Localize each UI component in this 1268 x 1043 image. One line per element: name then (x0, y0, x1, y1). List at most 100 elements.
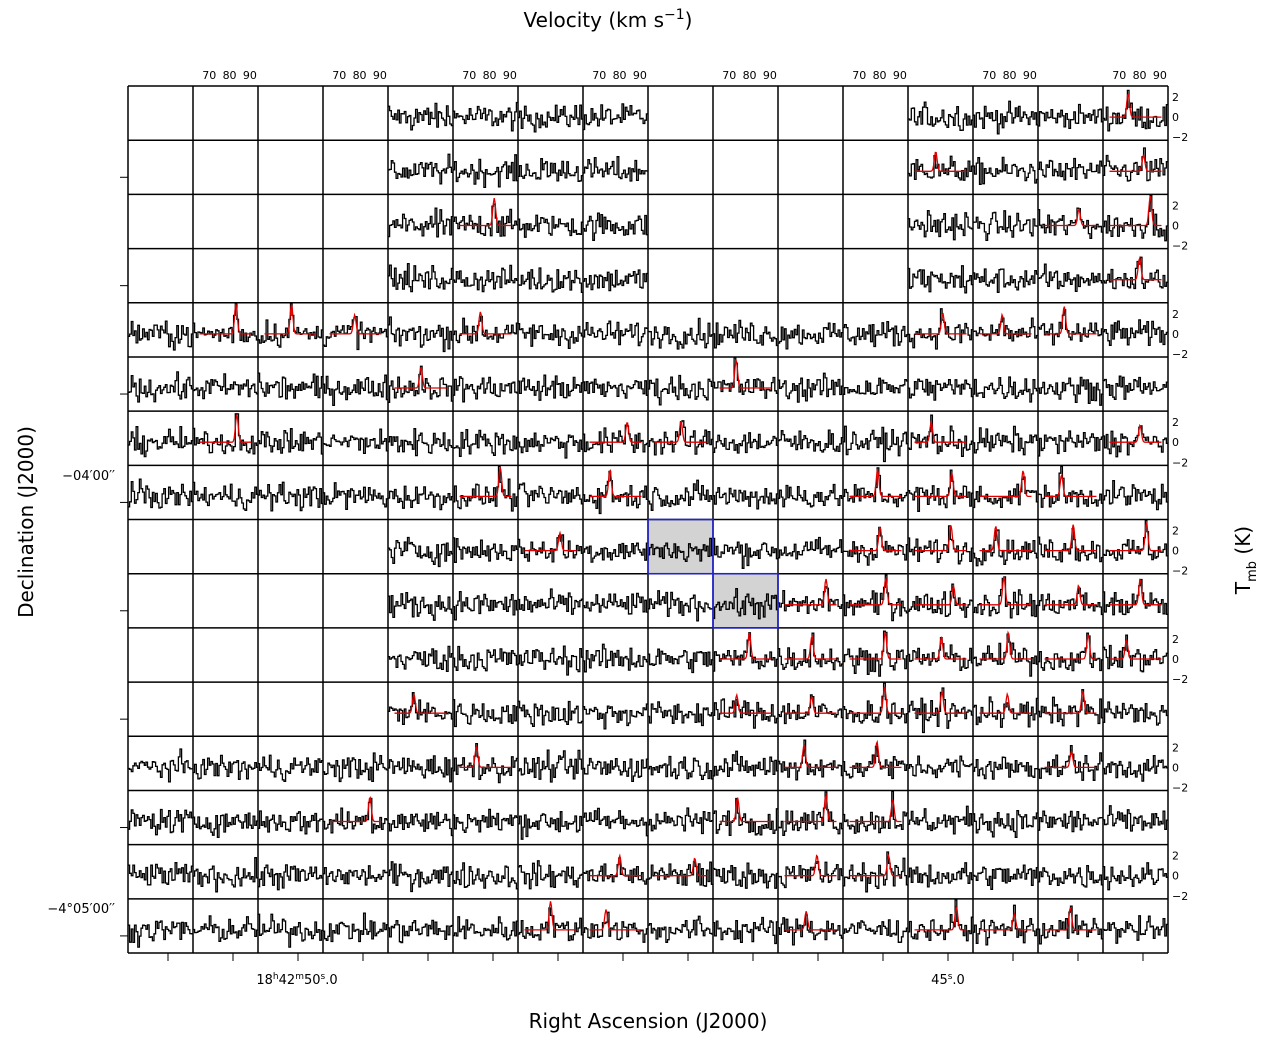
spectrum (583, 757, 648, 783)
spectrum (778, 586, 843, 615)
spectrum (1103, 915, 1168, 944)
fit-line (1109, 639, 1162, 660)
spectrum (583, 470, 648, 515)
spectrum (1038, 745, 1103, 781)
fit-line (914, 151, 967, 172)
fit-line (329, 312, 382, 335)
velocity-tick-label: 80 (353, 69, 367, 82)
spectrum (973, 476, 1038, 509)
spectrum (973, 100, 1038, 135)
spectrum (973, 529, 1038, 567)
fit-line (719, 692, 772, 714)
spectrum (258, 428, 323, 455)
spectrum (713, 698, 778, 729)
spectrum (648, 701, 713, 727)
spectrum (713, 632, 778, 672)
spectrum (1103, 634, 1168, 673)
spectrum (778, 322, 843, 350)
spectrum (193, 754, 258, 781)
spectrum (1103, 519, 1168, 561)
spectrum (323, 482, 388, 510)
spectrum (1103, 754, 1168, 782)
spectrum (193, 857, 258, 893)
spectrum (583, 103, 648, 131)
spectrum (908, 414, 973, 457)
spectrum (843, 682, 908, 725)
spectrum (973, 376, 1038, 403)
spectrum (843, 320, 908, 348)
spectrum (843, 526, 908, 566)
spectrum (908, 209, 973, 241)
fit-line (784, 578, 837, 606)
spectrum (128, 862, 193, 886)
fit-line (1109, 195, 1162, 227)
tmb-tick-label: 0 (1172, 436, 1179, 449)
spectrum (843, 919, 908, 943)
spectrum (518, 907, 583, 942)
right-axis-label: Tmb (K) (1231, 526, 1260, 595)
spectrum (258, 754, 323, 782)
fit-line (524, 530, 577, 552)
fit-line (1044, 584, 1097, 606)
tmb-tick-label: −2 (1172, 781, 1188, 794)
spectrum (778, 483, 843, 508)
spectrum (1103, 805, 1168, 832)
fit-line (849, 799, 902, 823)
fit-line (784, 911, 837, 931)
spectrum (1103, 862, 1168, 891)
spectrum (843, 851, 908, 893)
fit-line (394, 692, 447, 714)
fit-line (979, 312, 1032, 335)
fit-line (1044, 472, 1097, 498)
fit-line (589, 469, 642, 498)
spectrum (648, 861, 713, 887)
spectrum (648, 317, 713, 350)
left-axis-label: Declination (J2000) (14, 426, 38, 618)
tmb-tick-label: 2 (1172, 416, 1179, 429)
spectrum (453, 264, 518, 293)
tmb-tick-label: −2 (1172, 673, 1188, 686)
velocity-tick-label: 90 (503, 69, 517, 82)
spectrum (518, 322, 583, 350)
fit-line (394, 366, 447, 389)
spectrum (388, 692, 453, 725)
spectrum (193, 413, 258, 455)
spectrum (583, 542, 648, 563)
fit-line (1044, 749, 1097, 769)
spectrum (453, 537, 518, 563)
spectrum (648, 648, 713, 674)
spectrum (1103, 319, 1168, 347)
fit-line (849, 526, 902, 552)
spectrum (323, 752, 388, 783)
spectrum (1103, 375, 1168, 400)
spectrum (128, 320, 193, 351)
fit-line (849, 739, 902, 769)
fit-line (329, 795, 382, 823)
fit-line (849, 468, 902, 498)
spectrum (1038, 376, 1103, 406)
fit-line (264, 304, 317, 335)
fit-line (979, 576, 1032, 606)
tmb-tick-label: 0 (1172, 219, 1179, 232)
fit-line (914, 420, 967, 443)
spectrum (843, 377, 908, 396)
spectrum (388, 536, 453, 568)
fit-line (1109, 578, 1162, 606)
spectrum (1103, 701, 1168, 726)
fit-line (784, 694, 837, 714)
spectrum (908, 378, 973, 401)
tmb-tick-label: −2 (1172, 240, 1188, 253)
fit-line (1109, 520, 1162, 552)
velocity-tick-label: 80 (873, 69, 887, 82)
spectrum (193, 481, 258, 512)
spectrum (453, 465, 518, 512)
spectrum (778, 429, 843, 453)
spectrum (713, 537, 778, 569)
velocity-tick-label: 70 (722, 69, 736, 82)
fit-line (849, 577, 902, 606)
spectrum (128, 371, 193, 403)
spectrum (323, 374, 388, 407)
spectrum (648, 807, 713, 835)
fit-line (1109, 255, 1162, 281)
